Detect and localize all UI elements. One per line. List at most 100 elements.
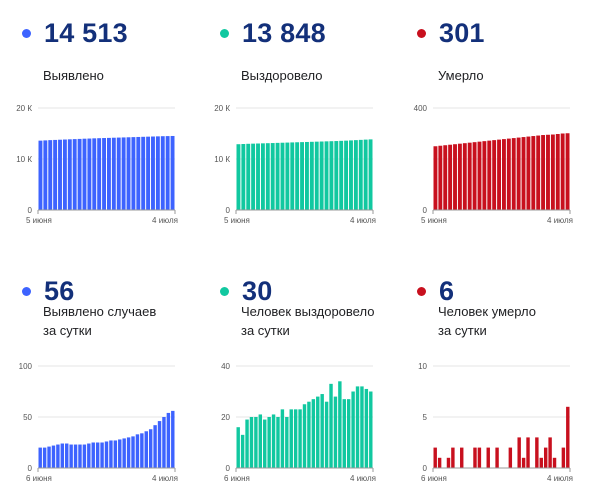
bar [536, 135, 541, 210]
bar [535, 437, 539, 468]
bar [111, 137, 116, 210]
bar [102, 138, 106, 210]
stat-value: 13 848 [242, 18, 326, 48]
bar [482, 141, 487, 210]
stat-header: 14 513 [22, 18, 128, 49]
bar [355, 386, 360, 468]
bar [73, 444, 78, 468]
stat-label-line: Человек выздоровело [241, 304, 375, 319]
bar [100, 442, 104, 468]
bar [473, 447, 477, 468]
bar [457, 143, 462, 210]
bar [334, 141, 339, 210]
bar [141, 136, 146, 210]
bar [342, 399, 346, 468]
bar [131, 137, 136, 210]
bar [285, 417, 289, 468]
x-tick-label: 4 июля [547, 474, 573, 483]
stat-header: 30 [220, 276, 272, 307]
bar [295, 142, 300, 210]
bar [329, 383, 333, 468]
bar-chart: 0 20 40 6 июня 4 июля [221, 362, 376, 483]
bar [472, 142, 477, 210]
bar [60, 443, 65, 468]
stat-value: 56 [44, 276, 75, 306]
stat-header: 56 [22, 276, 74, 307]
bar [333, 396, 338, 468]
bar [543, 447, 548, 468]
bar [65, 443, 69, 468]
bar [443, 145, 448, 210]
bar [311, 399, 316, 468]
y-tick-label: 5 [423, 413, 428, 422]
bar [131, 436, 135, 468]
bar [256, 143, 260, 210]
bar [245, 419, 249, 468]
bar [319, 141, 324, 210]
bar [38, 140, 43, 210]
y-tick-label: 0 [423, 464, 428, 473]
bar [258, 414, 263, 468]
stat-label: Выздоровело [241, 66, 391, 85]
y-tick-label: 0 [28, 206, 33, 215]
bar [170, 135, 175, 210]
bar [309, 141, 314, 210]
stat-label-line: за сутки [241, 323, 290, 338]
bar [560, 133, 565, 210]
bar [546, 134, 550, 210]
bar [275, 142, 280, 210]
bar-chart: 0 50 100 6 июня 4 июля [19, 362, 178, 483]
bar [462, 143, 467, 210]
bar [437, 457, 442, 468]
y-tick-label: 20 К [16, 104, 32, 113]
bar [69, 444, 73, 468]
bar [506, 138, 511, 210]
y-tick-label: 0 [28, 464, 33, 473]
bar [146, 136, 151, 210]
bar [91, 442, 95, 468]
bar [78, 444, 82, 468]
bar [263, 419, 267, 468]
bar [517, 437, 521, 468]
bar [109, 440, 113, 468]
bar [293, 409, 298, 468]
bar [298, 409, 302, 468]
y-tick-label: 10 К [16, 155, 32, 164]
bar [344, 140, 349, 210]
bar [144, 431, 148, 468]
bar [433, 146, 438, 210]
bar [302, 404, 307, 468]
y-tick-label: 10 К [214, 155, 230, 164]
bar [135, 434, 140, 468]
bar [166, 412, 171, 468]
bar [157, 421, 162, 468]
bar [67, 139, 72, 210]
stat-header: 6 [417, 276, 454, 307]
bar [353, 140, 358, 210]
bar [280, 142, 285, 210]
y-tick-label: 0 [226, 206, 231, 215]
bar [236, 427, 240, 468]
bar [486, 447, 490, 468]
bar [368, 139, 373, 210]
bar [51, 445, 56, 468]
bar [550, 134, 555, 210]
bar [126, 137, 131, 210]
bar [555, 134, 560, 210]
bar [104, 441, 109, 468]
stat-panel-daily-deaths: 6 Человек умерло за сутки 0 5 10 6 июня 4 ию… [395, 258, 585, 498]
stat-label-line: за сутки [43, 323, 92, 338]
bar [82, 444, 87, 468]
bar [165, 136, 170, 210]
bar [107, 137, 111, 210]
bar [87, 138, 92, 210]
bar [72, 139, 77, 210]
bar [552, 457, 557, 468]
bar [349, 140, 353, 210]
bar [561, 447, 566, 468]
bar [539, 457, 543, 468]
bar [140, 433, 144, 468]
bar [82, 138, 87, 210]
bar [346, 399, 351, 468]
stat-label: Человек умерло за сутки [438, 302, 588, 340]
